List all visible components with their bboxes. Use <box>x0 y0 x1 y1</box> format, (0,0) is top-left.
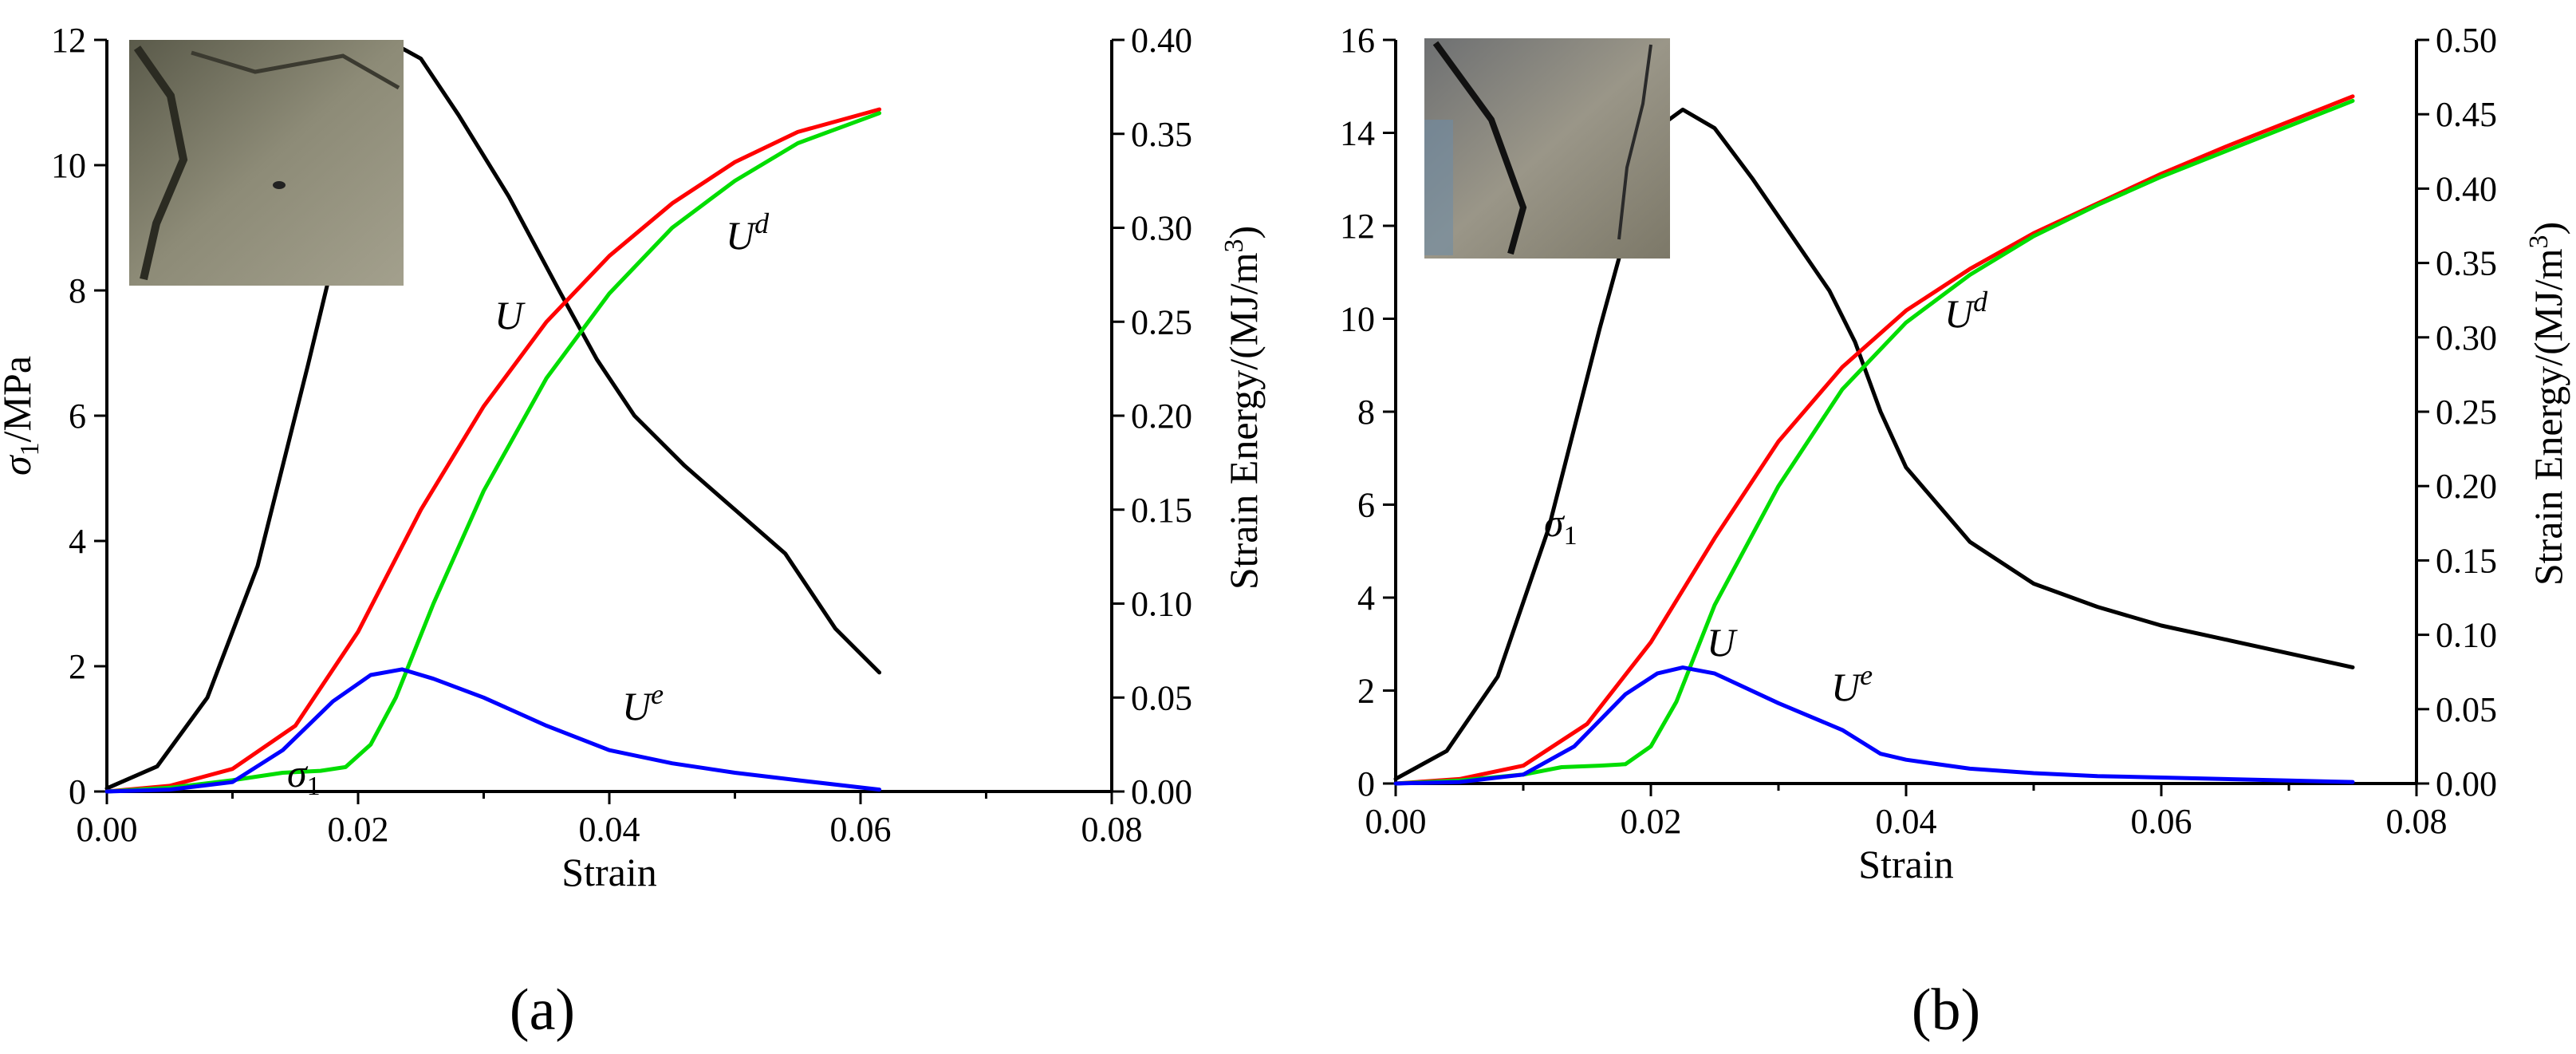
y-left-tick-label: 4 <box>1357 578 1375 618</box>
y-left-tick-label: 16 <box>1340 21 1375 60</box>
series-line-Ud <box>1393 98 2355 786</box>
x-tick-label: 0.00 <box>77 810 138 849</box>
y-left-tick-label: 0 <box>69 772 86 811</box>
y-right-tick-label: 0.00 <box>2436 764 2497 803</box>
curve-label: Ud <box>1944 286 1988 336</box>
y-right-tick-label: 0.20 <box>2436 467 2497 506</box>
y-left-tick-label: 4 <box>69 522 86 561</box>
y-right-axis-title: Strain Energy/(MJ/m3) <box>2524 222 2570 586</box>
specimen-photo-b <box>1424 38 1670 259</box>
x-tick-label: 0.06 <box>830 810 892 849</box>
y-left-tick-label: 2 <box>69 647 86 686</box>
curve-label: U <box>494 293 526 338</box>
curve-label: Ue <box>1831 659 1873 709</box>
curve-label: Ue <box>622 678 664 728</box>
x-tick-label: 0.02 <box>1621 802 1682 841</box>
y-left-tick-label: 0 <box>1357 764 1375 803</box>
y-right-tick-label: 0.25 <box>2436 393 2497 432</box>
y-right-axis-title: Strain Energy/(MJ/m3) <box>1219 226 1266 590</box>
series-line-sigma1 <box>104 44 882 791</box>
y-right-tick-label: 0.50 <box>2436 21 2497 60</box>
x-axis-title: Strain <box>561 850 656 894</box>
x-axis-title: Strain <box>1858 842 1953 886</box>
y-left-tick-label: 10 <box>1340 300 1375 339</box>
y-left-tick-label: 12 <box>51 21 86 60</box>
panel-letter-a: (a) <box>510 977 575 1043</box>
series-line-U <box>1393 94 2355 786</box>
curve-label: Ud <box>726 207 770 258</box>
series-line-sigma1 <box>1393 107 2355 781</box>
y-left-tick-label: 6 <box>69 397 86 436</box>
specimen-photo-a <box>129 40 404 286</box>
x-tick-label: 0.02 <box>328 810 389 849</box>
curve-label: σ1 <box>1544 500 1578 551</box>
y-left-tick-label: 2 <box>1357 672 1375 711</box>
y-right-tick-label: 0.40 <box>1131 21 1192 60</box>
series-line-U <box>104 107 882 794</box>
y-right-tick-label: 0.45 <box>2436 95 2497 134</box>
y-left-tick-label: 14 <box>1340 114 1375 153</box>
y-right-tick-label: 0.15 <box>2436 541 2497 580</box>
x-tick-label: 0.04 <box>1876 802 1937 841</box>
x-tick-label: 0.08 <box>1081 810 1143 849</box>
y-right-tick-label: 0.25 <box>1131 302 1192 341</box>
y-right-tick-label: 0.05 <box>1131 678 1192 717</box>
y-right-tick-label: 0.35 <box>2436 244 2497 283</box>
y-right-tick-label: 0.40 <box>2436 169 2497 208</box>
y-right-tick-label: 0.30 <box>1131 209 1192 248</box>
y-right-tick-label: 0.10 <box>1131 585 1192 624</box>
y-left-axis-title: σ1/MPa <box>0 356 45 476</box>
y-left-tick-label: 10 <box>51 146 86 185</box>
y-left-tick-label: 8 <box>69 271 86 310</box>
panel-letter-b: (b) <box>1912 977 1980 1043</box>
y-right-tick-label: 0.10 <box>2436 616 2497 655</box>
series-line-Ue <box>104 667 882 794</box>
y-left-tick-label: 12 <box>1340 207 1375 246</box>
y-right-tick-label: 0.30 <box>2436 318 2497 357</box>
x-tick-label: 0.08 <box>2386 802 2448 841</box>
x-tick-label: 0.04 <box>579 810 640 849</box>
curve-label: U <box>1707 620 1738 665</box>
curve-label: σ1 <box>287 751 321 801</box>
panel-b: 0.00 0.02 0.04 0.06 0.08 0 2 4 6 8 10 12 14 16 0.00 0.0… <box>1340 21 2570 886</box>
y-right-tick-label: 0.00 <box>1131 772 1192 811</box>
y-left-tick-label: 8 <box>1357 393 1375 432</box>
y-right-tick-label: 0.20 <box>1131 397 1192 436</box>
series-line-Ud <box>104 111 882 794</box>
x-tick-label: 0.06 <box>2131 802 2192 841</box>
y-right-tick-label: 0.05 <box>2436 690 2497 729</box>
x-tick-label: 0.00 <box>1365 802 1427 841</box>
panel-a: 0.00 0.02 0.04 0.06 0.08 0 2 4 6 8 10 12 0.00 0.05 0.1… <box>0 21 1266 894</box>
series-line-Ue <box>1393 665 2355 786</box>
y-right-tick-label: 0.35 <box>1131 115 1192 154</box>
y-left-tick-label: 6 <box>1357 486 1375 525</box>
y-right-tick-label: 0.15 <box>1131 491 1192 530</box>
